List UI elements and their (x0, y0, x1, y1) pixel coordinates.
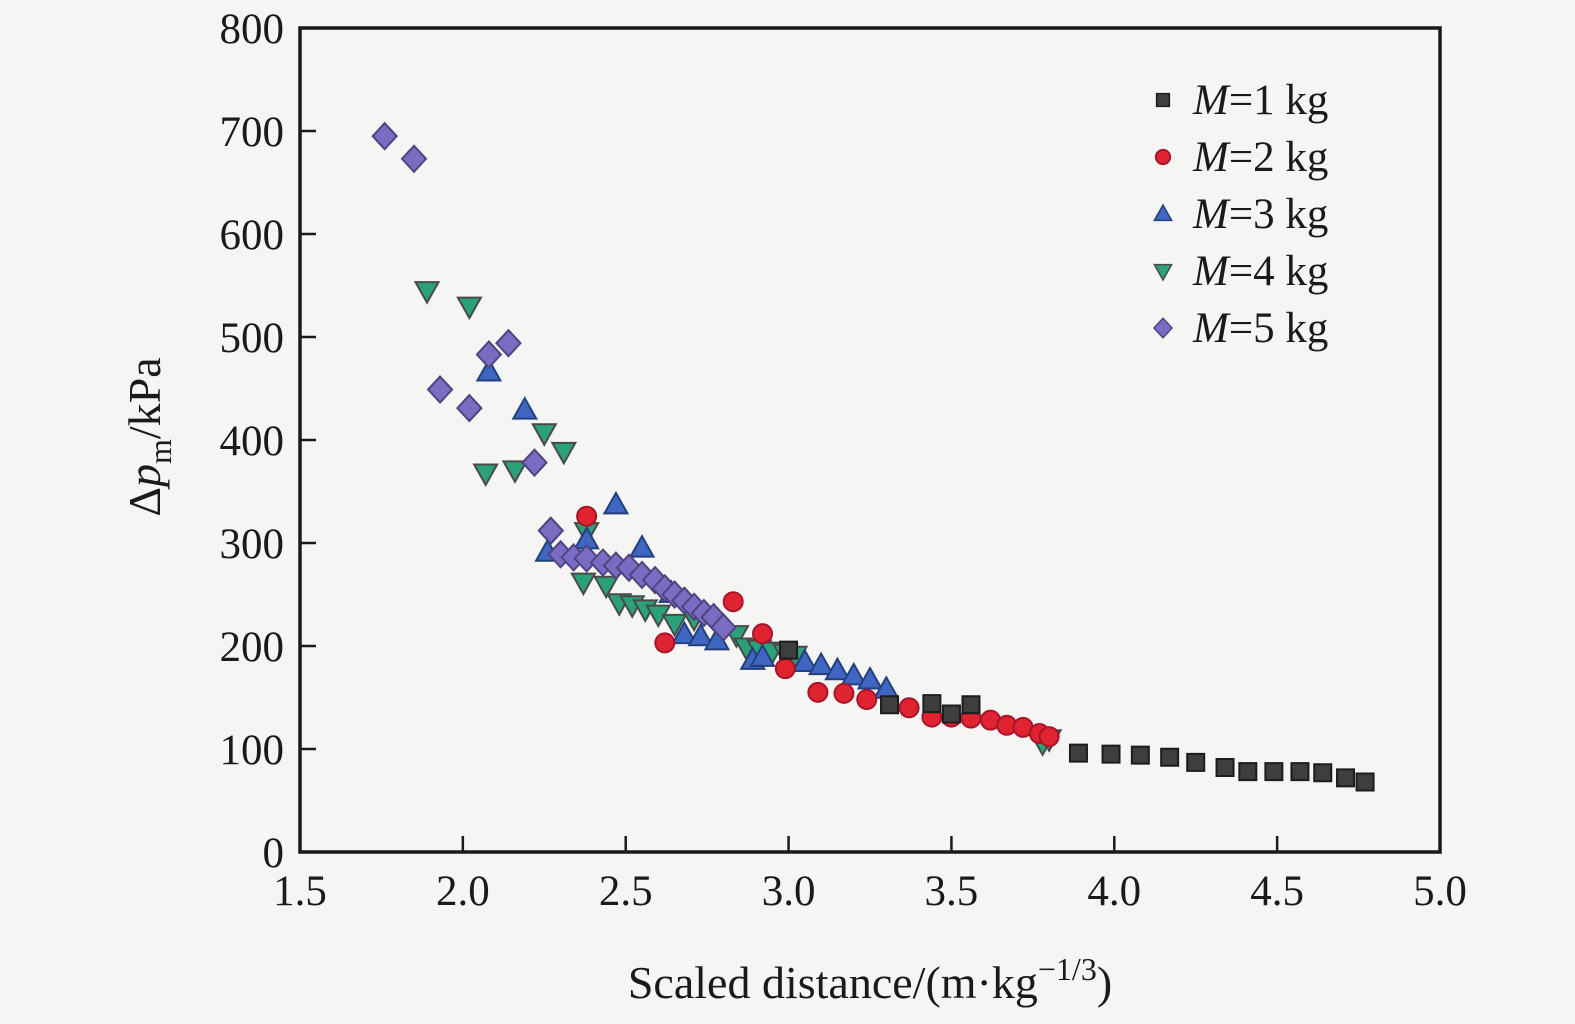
data-point (1264, 762, 1284, 782)
data-point (661, 613, 688, 638)
data-point (537, 516, 565, 546)
y-tick-label: 600 (220, 212, 285, 259)
data-point (570, 572, 597, 597)
x-tick-label: 2.5 (599, 868, 653, 915)
data-point (400, 144, 428, 174)
data-point (856, 689, 878, 711)
data-point (774, 658, 796, 680)
y-tick-label: 700 (220, 109, 285, 156)
y-tick-label: 0 (263, 830, 285, 877)
data-point (1130, 745, 1150, 765)
legend-item-2: M=2 kg (1154, 134, 1328, 181)
data-point (576, 505, 598, 527)
data-point (941, 704, 961, 724)
legend-item-3: M=3 kg (1153, 191, 1328, 238)
data-point (501, 460, 529, 484)
data-point (1153, 263, 1173, 282)
x-tick-label: 4.0 (1087, 868, 1141, 915)
data-point (475, 357, 503, 382)
x-tick-label: 3.5 (925, 868, 979, 915)
legend-label: M=5 kg (1192, 305, 1328, 352)
legend-label: M=4 kg (1192, 248, 1328, 295)
data-point (1101, 744, 1121, 764)
data-point (521, 448, 548, 478)
series-m-5-kg (371, 121, 737, 642)
data-point (1155, 92, 1171, 108)
data-point (856, 665, 884, 690)
data-point (779, 640, 799, 660)
data-point (687, 622, 714, 647)
data-point (654, 632, 676, 654)
data-point (628, 534, 656, 558)
data-point (1238, 762, 1258, 782)
data-point (456, 296, 483, 321)
data-point (550, 441, 578, 466)
data-point (1290, 762, 1310, 782)
data-point (880, 695, 900, 715)
data-point (791, 648, 819, 672)
data-point (475, 340, 503, 369)
data-point (413, 281, 441, 305)
data-point (426, 375, 454, 405)
data-point (671, 620, 698, 645)
x-tick-label: 5.0 (1413, 868, 1467, 915)
data-point (961, 695, 981, 715)
y-tick-label: 100 (220, 727, 285, 774)
series-m-2-kg (576, 505, 1060, 748)
data-point (1160, 747, 1180, 767)
data-point (371, 121, 399, 151)
data-point (807, 681, 829, 703)
data-point (602, 490, 630, 515)
data-point (807, 651, 835, 676)
legend-label: M=3 kg (1192, 191, 1328, 238)
data-point (495, 328, 522, 358)
x-tick-label: 2.0 (436, 868, 490, 915)
data-point (752, 623, 774, 645)
data-point (1186, 752, 1206, 772)
legend-item-5: M=5 kg (1152, 305, 1328, 352)
data-point (1154, 148, 1172, 166)
legend-label: M=1 kg (1192, 77, 1328, 124)
data-point (1336, 768, 1356, 788)
data-point (749, 643, 776, 667)
data-point (1153, 203, 1173, 222)
data-point (1215, 758, 1235, 778)
x-tick-label: 1.5 (273, 868, 327, 915)
data-point (1355, 772, 1375, 792)
data-point (511, 396, 538, 420)
y-tick-label: 200 (220, 624, 285, 671)
x-tick-label: 4.5 (1250, 868, 1304, 915)
data-point (710, 612, 737, 642)
x-axis: 1.5 2.0 2.5 3.0 3.5 4.0 4.5 5.0 (273, 836, 1467, 915)
data-point (456, 393, 483, 423)
series-m-1-kg (779, 640, 1375, 792)
y-axis-title: Δpm/kPa (119, 357, 178, 516)
data-point (922, 694, 942, 714)
y-tick-label: 400 (220, 418, 285, 465)
legend: M=1 kg M=2 kg M=3 kg M=4 kg M=5 kg (1152, 77, 1328, 352)
legend-label: M=2 kg (1192, 134, 1328, 181)
y-axis: 0 100 200 300 400 500 600 700 800 (220, 6, 316, 877)
data-point (824, 656, 851, 681)
data-point (840, 661, 867, 686)
x-tick-label: 3.0 (762, 868, 816, 915)
y-tick-label: 300 (220, 521, 285, 568)
data-point (531, 423, 558, 447)
data-point (898, 697, 920, 719)
y-tick-label: 800 (220, 6, 285, 53)
data-point (592, 575, 620, 600)
legend-item-1: M=1 kg (1155, 77, 1328, 124)
y-tick-label: 500 (220, 315, 285, 362)
data-point (722, 591, 744, 613)
data-point (1313, 763, 1333, 783)
data-point (1152, 317, 1174, 339)
data-point (1038, 726, 1060, 748)
data-point (472, 463, 499, 488)
data-point (833, 682, 855, 704)
data-point (1068, 743, 1088, 763)
legend-item-4: M=4 kg (1153, 248, 1328, 295)
x-axis-title: Scaled distance/(m·kg−1/3) (628, 951, 1112, 1008)
